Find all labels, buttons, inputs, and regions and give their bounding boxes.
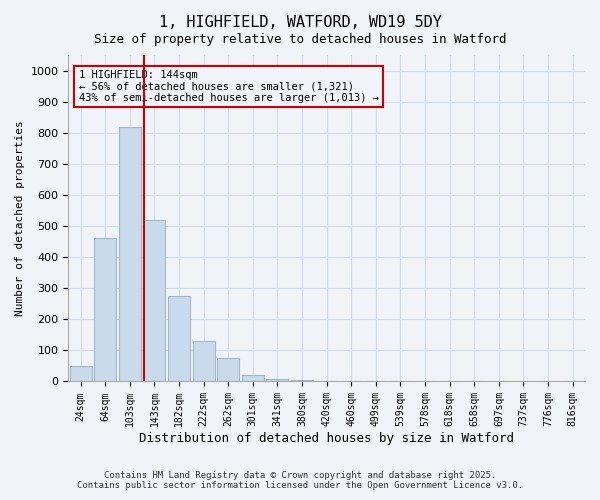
X-axis label: Distribution of detached houses by size in Watford: Distribution of detached houses by size … <box>139 432 514 445</box>
Bar <box>266 379 289 382</box>
Text: Size of property relative to detached houses in Watford: Size of property relative to detached ho… <box>94 32 506 46</box>
Bar <box>119 126 141 382</box>
Bar <box>291 380 313 382</box>
Bar <box>217 358 239 382</box>
Text: Contains HM Land Registry data © Crown copyright and database right 2025.
Contai: Contains HM Land Registry data © Crown c… <box>77 470 523 490</box>
Text: 1, HIGHFIELD, WATFORD, WD19 5DY: 1, HIGHFIELD, WATFORD, WD19 5DY <box>158 15 442 30</box>
Bar <box>143 220 166 382</box>
Bar <box>94 238 116 382</box>
Y-axis label: Number of detached properties: Number of detached properties <box>15 120 25 316</box>
Bar <box>70 366 92 382</box>
Bar <box>193 341 215 382</box>
Bar <box>316 381 338 382</box>
Bar <box>168 296 190 382</box>
Text: 1 HIGHFIELD: 144sqm
← 56% of detached houses are smaller (1,321)
43% of semi-det: 1 HIGHFIELD: 144sqm ← 56% of detached ho… <box>79 70 379 103</box>
Bar <box>242 376 264 382</box>
